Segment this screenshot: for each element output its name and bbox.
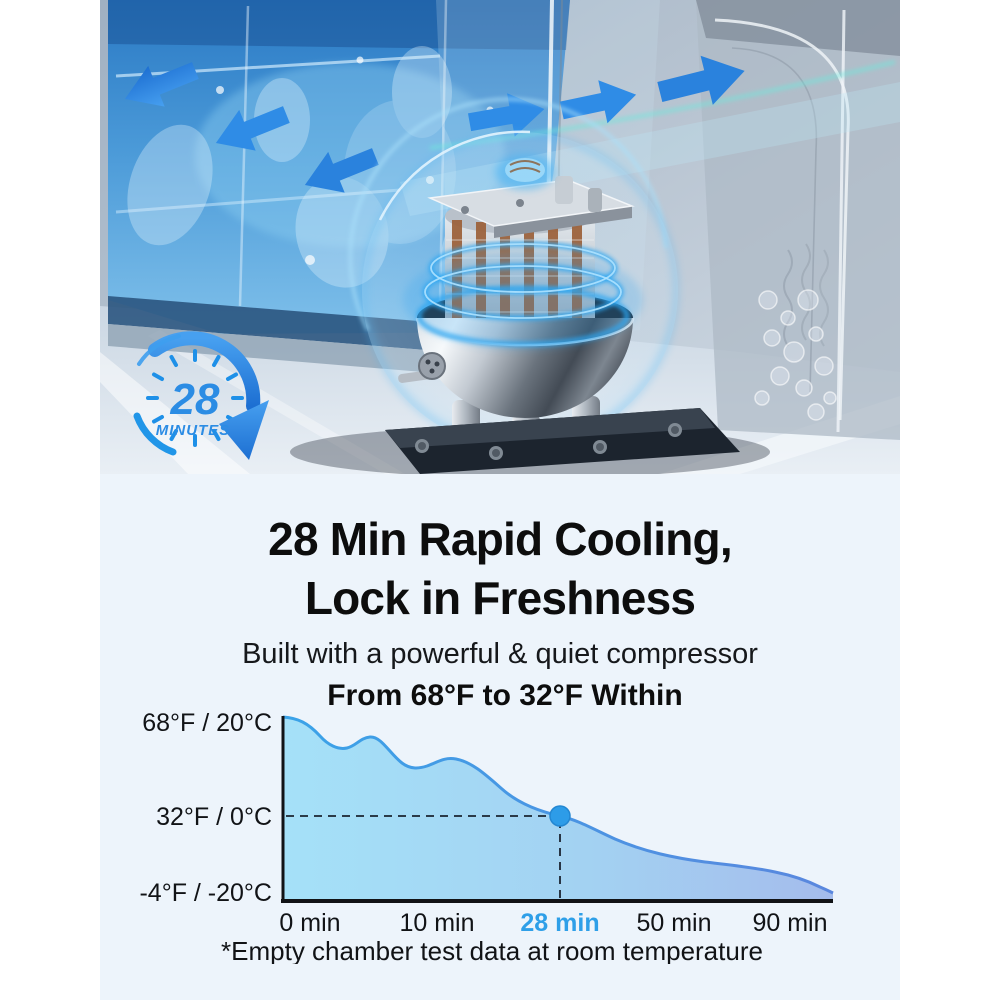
clock-swoosh-arrowhead (219, 400, 269, 460)
x-label-10min: 10 min (399, 909, 474, 937)
chart-area (283, 717, 833, 900)
badge-unit: MINUTES (156, 422, 231, 439)
clock-swoosh-arrow (148, 331, 261, 413)
compressor-base-plate (385, 408, 740, 474)
info-panel: 28 Min Rapid Cooling, Lock in Freshness … (100, 474, 900, 1000)
chart-curve (282, 715, 834, 895)
y-label-68f: 68°F / 20°C (142, 709, 272, 737)
y-label-minus4f: -4°F / -20°C (139, 879, 272, 907)
badge-value: 28 (170, 375, 220, 424)
cooling-rings (403, 241, 643, 350)
chart-footnote: *Empty chamber test data at room tempera… (221, 936, 763, 964)
x-label-28min: 28 min (520, 909, 599, 937)
compressor (385, 154, 740, 474)
y-label-32f: 32°F / 0°C (156, 803, 272, 831)
page-title: 28 Min Rapid Cooling, Lock in Freshness (100, 510, 900, 628)
subtitle: Built with a powerful & quiet compressor (242, 638, 758, 670)
clock-badge: 28 MINUTES (133, 331, 269, 460)
x-label-50min: 50 min (636, 909, 711, 937)
transparent-housing (696, 0, 900, 440)
chart-title: From 68°F to 32°F Within (327, 679, 682, 712)
side-port (398, 352, 446, 383)
clock-ticks (146, 349, 244, 447)
product-photo: 28 MINUTES (100, 0, 900, 474)
highlight-point (549, 805, 571, 827)
title-line-1: 28 Min Rapid Cooling, (268, 513, 732, 565)
title-line-2: Lock in Freshness (304, 572, 696, 624)
cooling-chart: From 68°F to 32°F Within 68°F / 20°C 32°… (139, 679, 834, 964)
rotor-glow (495, 154, 555, 190)
ice-cubes (754, 289, 837, 421)
x-label-90min: 90 min (752, 909, 827, 937)
x-label-0min: 0 min (279, 909, 340, 937)
compressor-bracket (427, 176, 635, 238)
